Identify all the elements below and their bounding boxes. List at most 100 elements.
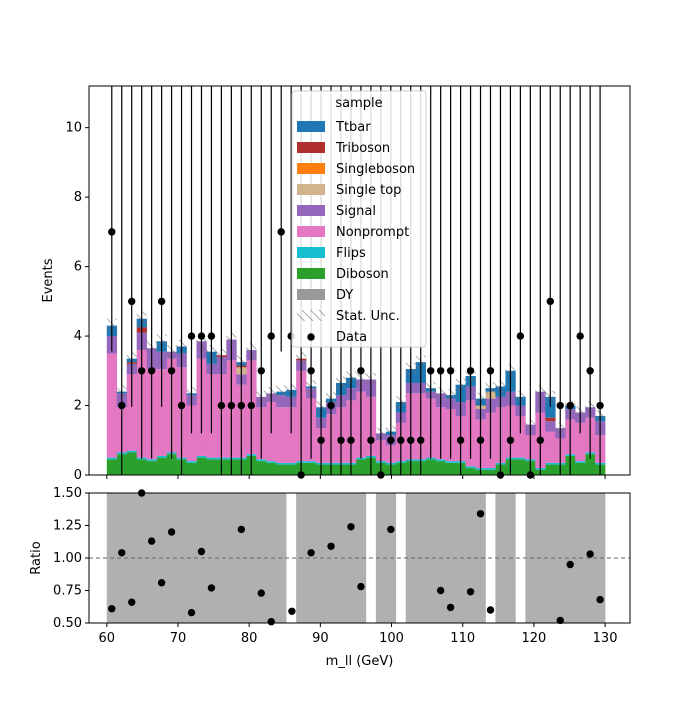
ratio-band-bin xyxy=(545,493,556,623)
ratio-band-bin xyxy=(475,493,486,623)
data-point xyxy=(137,367,146,375)
ratio-point xyxy=(187,608,196,617)
y-tick-label: 4 xyxy=(74,329,82,344)
legend-swatch xyxy=(297,289,325,300)
bar xyxy=(156,455,167,458)
data-point xyxy=(118,401,126,410)
data-point xyxy=(556,401,564,410)
data-point xyxy=(407,436,415,444)
legend-entry: Singleboson xyxy=(297,162,415,177)
y-tick-label: 2 xyxy=(74,399,82,414)
x-tick-label: 70 xyxy=(170,631,187,646)
ratio-point xyxy=(466,588,475,596)
stat-unc-band xyxy=(276,385,287,398)
ratio-point xyxy=(128,598,136,606)
bar xyxy=(106,457,118,460)
legend-swatch xyxy=(297,310,325,321)
ratio-band-bin xyxy=(166,493,177,623)
ratio-plot: 0.50 0.75 1.00 1.25 1.50 60 70 80 90 100 110 120 130… xyxy=(29,486,631,669)
ratio-point xyxy=(357,582,365,591)
data-point xyxy=(147,367,156,375)
main-plot: 0 2 4 6 8 10 Events xyxy=(41,85,631,483)
legend-entry: Diboson xyxy=(297,267,389,282)
data-point xyxy=(506,436,515,444)
data-point xyxy=(397,436,405,444)
data-point xyxy=(277,228,285,236)
ratio-y-axis-label: Ratio xyxy=(29,541,44,574)
legend-entry: Ttbar xyxy=(297,120,371,135)
y-tick-label: 0 xyxy=(74,468,82,483)
ratio-band-bin xyxy=(355,493,367,623)
bar xyxy=(126,452,137,475)
legend-swatch xyxy=(297,142,325,153)
bar xyxy=(206,457,217,460)
bar xyxy=(545,431,556,463)
data-point xyxy=(317,436,325,444)
data-point xyxy=(486,367,495,375)
x-tick-label: 60 xyxy=(99,631,116,646)
bar xyxy=(156,457,167,475)
data-point xyxy=(596,401,604,410)
ratio-point xyxy=(486,606,495,614)
legend-entry: Flips xyxy=(297,246,366,261)
data-point xyxy=(157,297,166,306)
ratio-band-bin xyxy=(585,493,596,623)
x-tick-label: 130 xyxy=(593,631,618,646)
ratio-point xyxy=(147,537,156,545)
data-point xyxy=(456,436,465,444)
ratio-point xyxy=(118,549,126,557)
data-point xyxy=(426,367,435,375)
ratio-point xyxy=(108,605,116,613)
bar xyxy=(186,461,197,463)
bar xyxy=(435,461,446,475)
data-point xyxy=(546,297,554,306)
bar xyxy=(545,464,556,475)
ratio-band-bin xyxy=(146,493,157,623)
ratio-band-bin xyxy=(445,493,456,623)
bar xyxy=(136,459,147,475)
x-tick-label: 100 xyxy=(379,631,404,646)
bar xyxy=(515,457,526,460)
ratio-point xyxy=(237,525,246,534)
bar xyxy=(156,369,167,456)
ratio-point xyxy=(387,525,395,534)
bar xyxy=(196,457,207,475)
legend-label: Nonprompt xyxy=(336,225,409,240)
ratio-point xyxy=(327,542,335,550)
ratio-point xyxy=(288,607,296,615)
legend-swatch xyxy=(297,268,325,279)
ratio-point xyxy=(157,579,166,587)
ratio-band-bin xyxy=(326,493,337,623)
legend-title: sample xyxy=(335,96,382,111)
bar xyxy=(515,415,526,458)
legend-label: Triboson xyxy=(335,141,390,156)
data-point xyxy=(347,436,355,444)
legend-label: Diboson xyxy=(336,267,389,282)
data-point xyxy=(247,401,255,410)
data-point xyxy=(217,401,226,410)
ratio-band-bin xyxy=(216,493,227,623)
ratio-point xyxy=(257,589,265,597)
ratio-band-bin xyxy=(375,493,387,623)
bar xyxy=(206,459,217,475)
data-point xyxy=(367,436,375,444)
data-point xyxy=(436,367,445,375)
data-point xyxy=(267,332,275,340)
legend-swatch xyxy=(297,205,325,216)
data-point xyxy=(207,332,216,340)
legend-swatch xyxy=(307,333,315,341)
data-point xyxy=(187,332,196,340)
ratio-band-bin xyxy=(186,493,197,623)
ratio-point xyxy=(307,549,315,557)
ratio-points xyxy=(108,489,604,626)
ratio-point xyxy=(197,547,206,556)
ratio-point xyxy=(566,560,574,569)
bar xyxy=(306,461,317,463)
data-point xyxy=(357,367,365,375)
main-axes-frame xyxy=(88,85,631,476)
bar xyxy=(256,459,267,462)
bar xyxy=(575,422,586,462)
bar xyxy=(286,407,297,463)
bar xyxy=(106,353,118,458)
